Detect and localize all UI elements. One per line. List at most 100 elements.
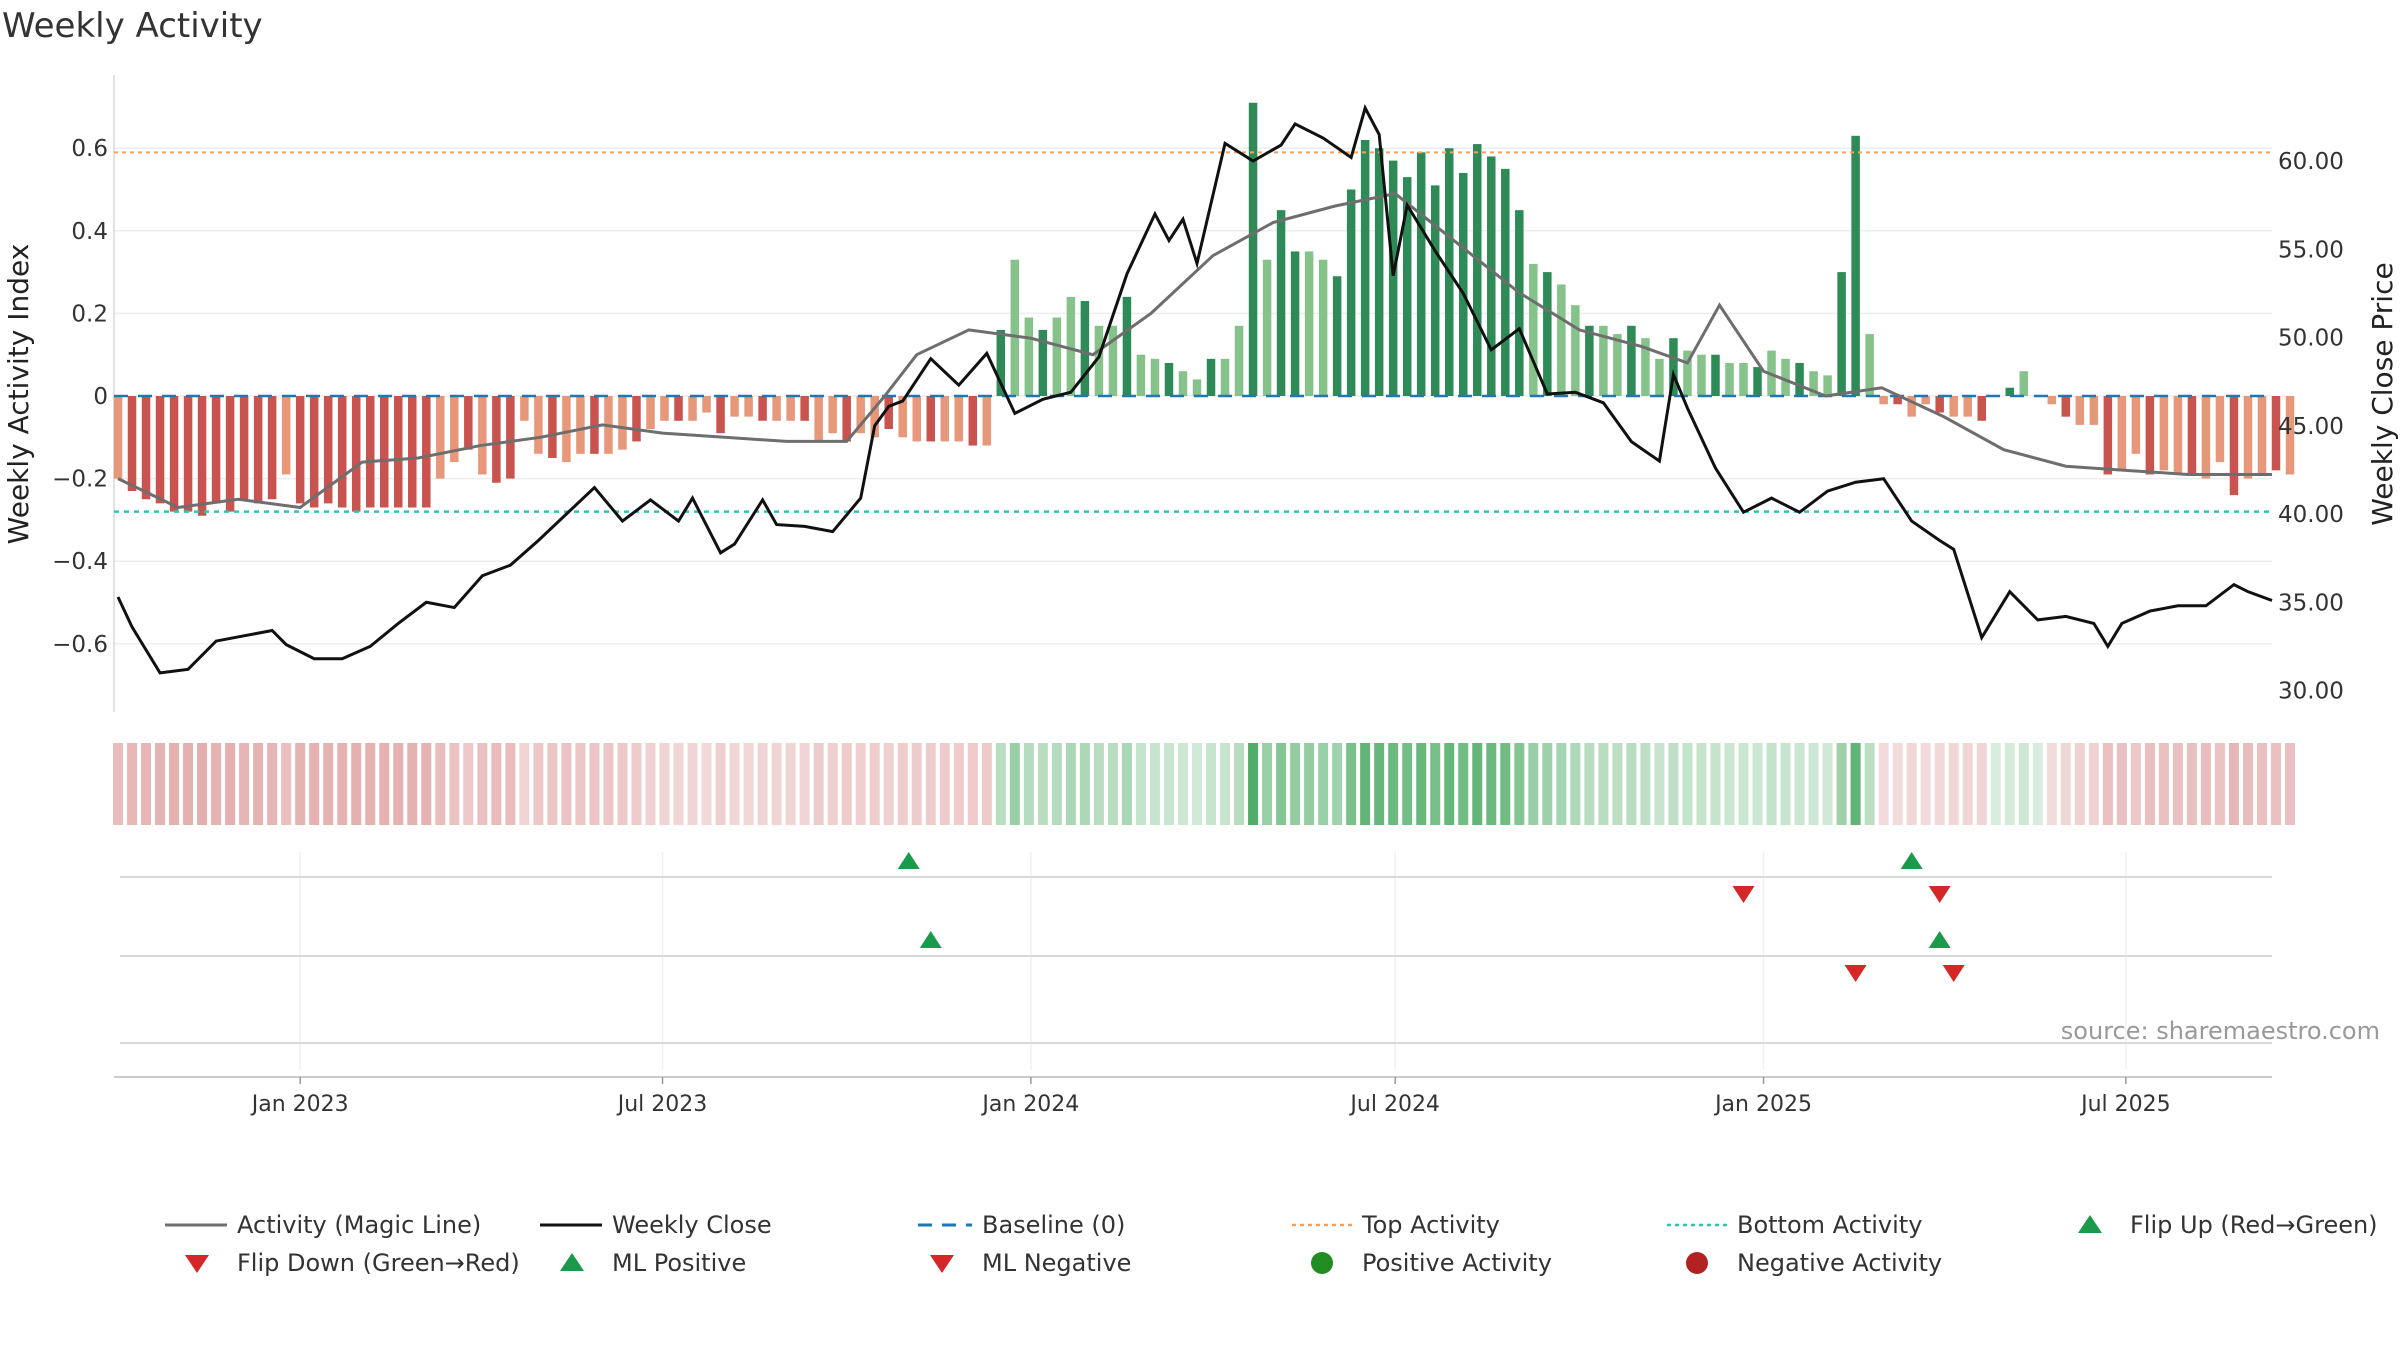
activity-band-cell (421, 743, 432, 825)
activity-band-cell (1780, 743, 1791, 825)
activity-band-cell (1710, 743, 1721, 825)
activity-band-cell (1724, 743, 1735, 825)
x-tick-label: Jul 2024 (1348, 1092, 1440, 1117)
activity-band-cell (743, 743, 754, 825)
activity-band-cell (1500, 743, 1511, 825)
activity-bar (2131, 396, 2141, 454)
activity-band-cell (939, 743, 950, 825)
activity-band-cell (841, 743, 852, 825)
y2-tick-label: 50.00 (2278, 326, 2344, 352)
activity-bar (2243, 396, 2253, 479)
activity-bar (758, 396, 767, 421)
activity-bar (1963, 396, 1972, 417)
activity-band-cell (1612, 743, 1623, 825)
activity-bar (1024, 317, 1034, 396)
activity-band-cell (2285, 743, 2296, 825)
activity-band-cell (729, 743, 740, 825)
activity-band-cell (1093, 743, 1104, 825)
activity-bar (716, 396, 725, 434)
activity-band-cell (1009, 743, 1020, 825)
activity-band-cell (2214, 743, 2225, 825)
activity-band-cell (645, 743, 656, 825)
activity-bar (1655, 358, 1664, 396)
activity-band-cell (267, 743, 278, 825)
activity-bar (2257, 396, 2267, 475)
legend-label: Activity (Magic Line) (237, 1211, 481, 1239)
source-text: source: sharemaestro.com (2061, 1017, 2380, 1045)
activity-band-cell (2200, 743, 2211, 825)
activity-bar (520, 396, 529, 421)
activity-band-cell (2130, 743, 2141, 825)
activity-bar (323, 396, 333, 504)
activity-bar (478, 396, 487, 475)
activity-band-cell (1836, 743, 1847, 825)
activity-band-cell (1920, 743, 1931, 825)
activity-bar (1178, 371, 1188, 396)
activity-bar (1543, 272, 1552, 396)
activity-band-cell (2032, 743, 2043, 825)
activity-band-cell (533, 743, 544, 825)
activity-band-cell (1248, 743, 1259, 825)
activity-bar (1402, 177, 1412, 396)
activity-band-cell (1906, 743, 1917, 825)
activity-band-cell (771, 743, 782, 825)
activity-bar (1571, 305, 1580, 396)
activity-band-cell (1234, 743, 1245, 825)
activity-band-cell (1388, 743, 1399, 825)
activity-bar (394, 396, 403, 508)
activity-bar (1066, 296, 1076, 396)
magic-line (117, 192, 2272, 510)
activity-band-cell (407, 743, 418, 825)
y-tick-label: 0 (93, 384, 108, 410)
activity-band-cell (2271, 743, 2282, 825)
legend-label: Flip Up (Red→Green) (2130, 1211, 2378, 1239)
legend-label: Bottom Activity (1737, 1211, 1922, 1239)
y2-tick-label: 35.00 (2278, 590, 2344, 616)
activity-bar (1360, 139, 1370, 396)
activity-band-cell (953, 743, 964, 825)
activity-band-cell (1430, 743, 1441, 825)
activity-bar (800, 396, 809, 421)
activity-bar (1921, 396, 1930, 405)
activity-bar (436, 396, 445, 479)
activity-bar (1052, 317, 1062, 396)
activity-band-cell (1752, 743, 1763, 825)
activity-band-cell (799, 743, 810, 825)
activity-bar (2047, 396, 2057, 405)
activity-band-cell (869, 743, 880, 825)
activity-band-cell (1696, 743, 1707, 825)
activity-band-cell (127, 743, 138, 825)
activity-bar (1248, 102, 1258, 397)
activity-band-cell (197, 743, 208, 825)
activity-bar (1893, 396, 1902, 405)
activity-bar (309, 396, 319, 508)
activity-bar (1416, 152, 1426, 396)
activity-bar (1585, 325, 1594, 396)
activity-band-cell (2158, 743, 2169, 825)
activity-bar (2103, 396, 2113, 475)
activity-bar (295, 396, 305, 504)
activity-bar (169, 396, 179, 512)
activity-band-cell (519, 743, 530, 825)
activity-bar (1136, 354, 1146, 396)
activity-bar (968, 396, 978, 446)
activity-bar (1459, 172, 1468, 396)
flip-up-marker (919, 931, 942, 948)
legend-label: Weekly Close (612, 1211, 772, 1239)
legend-swatch (185, 1255, 209, 1273)
activity-bar (2215, 396, 2225, 463)
activity-band-cell (141, 743, 152, 825)
activity-bar (576, 396, 585, 454)
activity-bar (506, 396, 515, 479)
activity-bar (2201, 396, 2211, 479)
activity-band-cell (505, 743, 516, 825)
activity-band-cell (2172, 743, 2183, 825)
activity-band-cell (2074, 743, 2085, 825)
activity-bar (183, 396, 193, 512)
legend-swatch (560, 1253, 584, 1271)
activity-bar (1795, 362, 1804, 396)
activity-band-cell (1990, 743, 2001, 825)
activity-band-cell (1766, 743, 1777, 825)
activity-band-cell (449, 743, 460, 825)
